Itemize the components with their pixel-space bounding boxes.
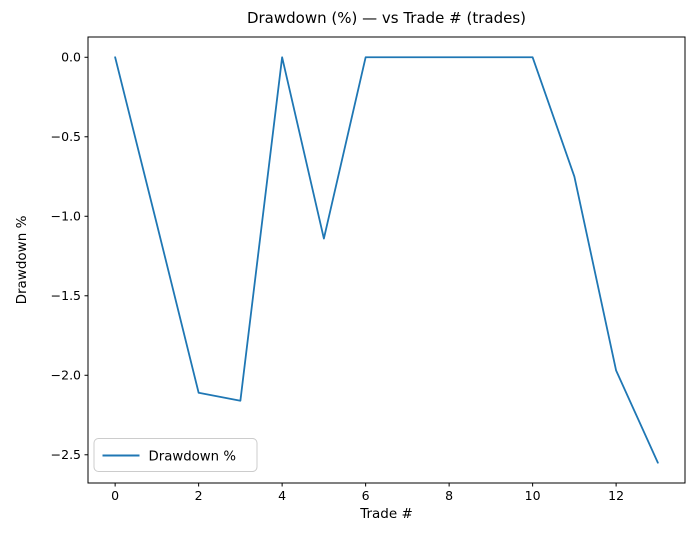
legend-box xyxy=(93,438,258,472)
plot-area-frame xyxy=(87,36,686,484)
legend-label: Drawdown % xyxy=(149,450,236,465)
chart-title: Drawdown (%) — vs Trade # (trades) xyxy=(246,9,527,27)
x-tick-label: 0 xyxy=(111,488,119,503)
x-tick-label: 8 xyxy=(445,488,453,503)
y-tick-label: 0.0 xyxy=(61,50,81,65)
y-tick-label: −0.5 xyxy=(51,129,81,144)
y-tick-label: −2.5 xyxy=(51,447,81,462)
drawdown-line xyxy=(114,56,659,464)
x-tick-label: 4 xyxy=(278,488,286,503)
x-tick-label: 2 xyxy=(195,488,203,503)
x-axis-label: Trade # xyxy=(360,506,413,522)
x-tick-label: 6 xyxy=(362,488,370,503)
x-tick-label: 12 xyxy=(608,488,624,503)
y-tick-label: −1.0 xyxy=(51,209,81,224)
y-tick-label: −1.5 xyxy=(51,288,81,303)
legend: Drawdown % xyxy=(93,438,258,472)
y-tick-label: −2.0 xyxy=(51,368,81,383)
x-tick-label: 10 xyxy=(525,488,541,503)
